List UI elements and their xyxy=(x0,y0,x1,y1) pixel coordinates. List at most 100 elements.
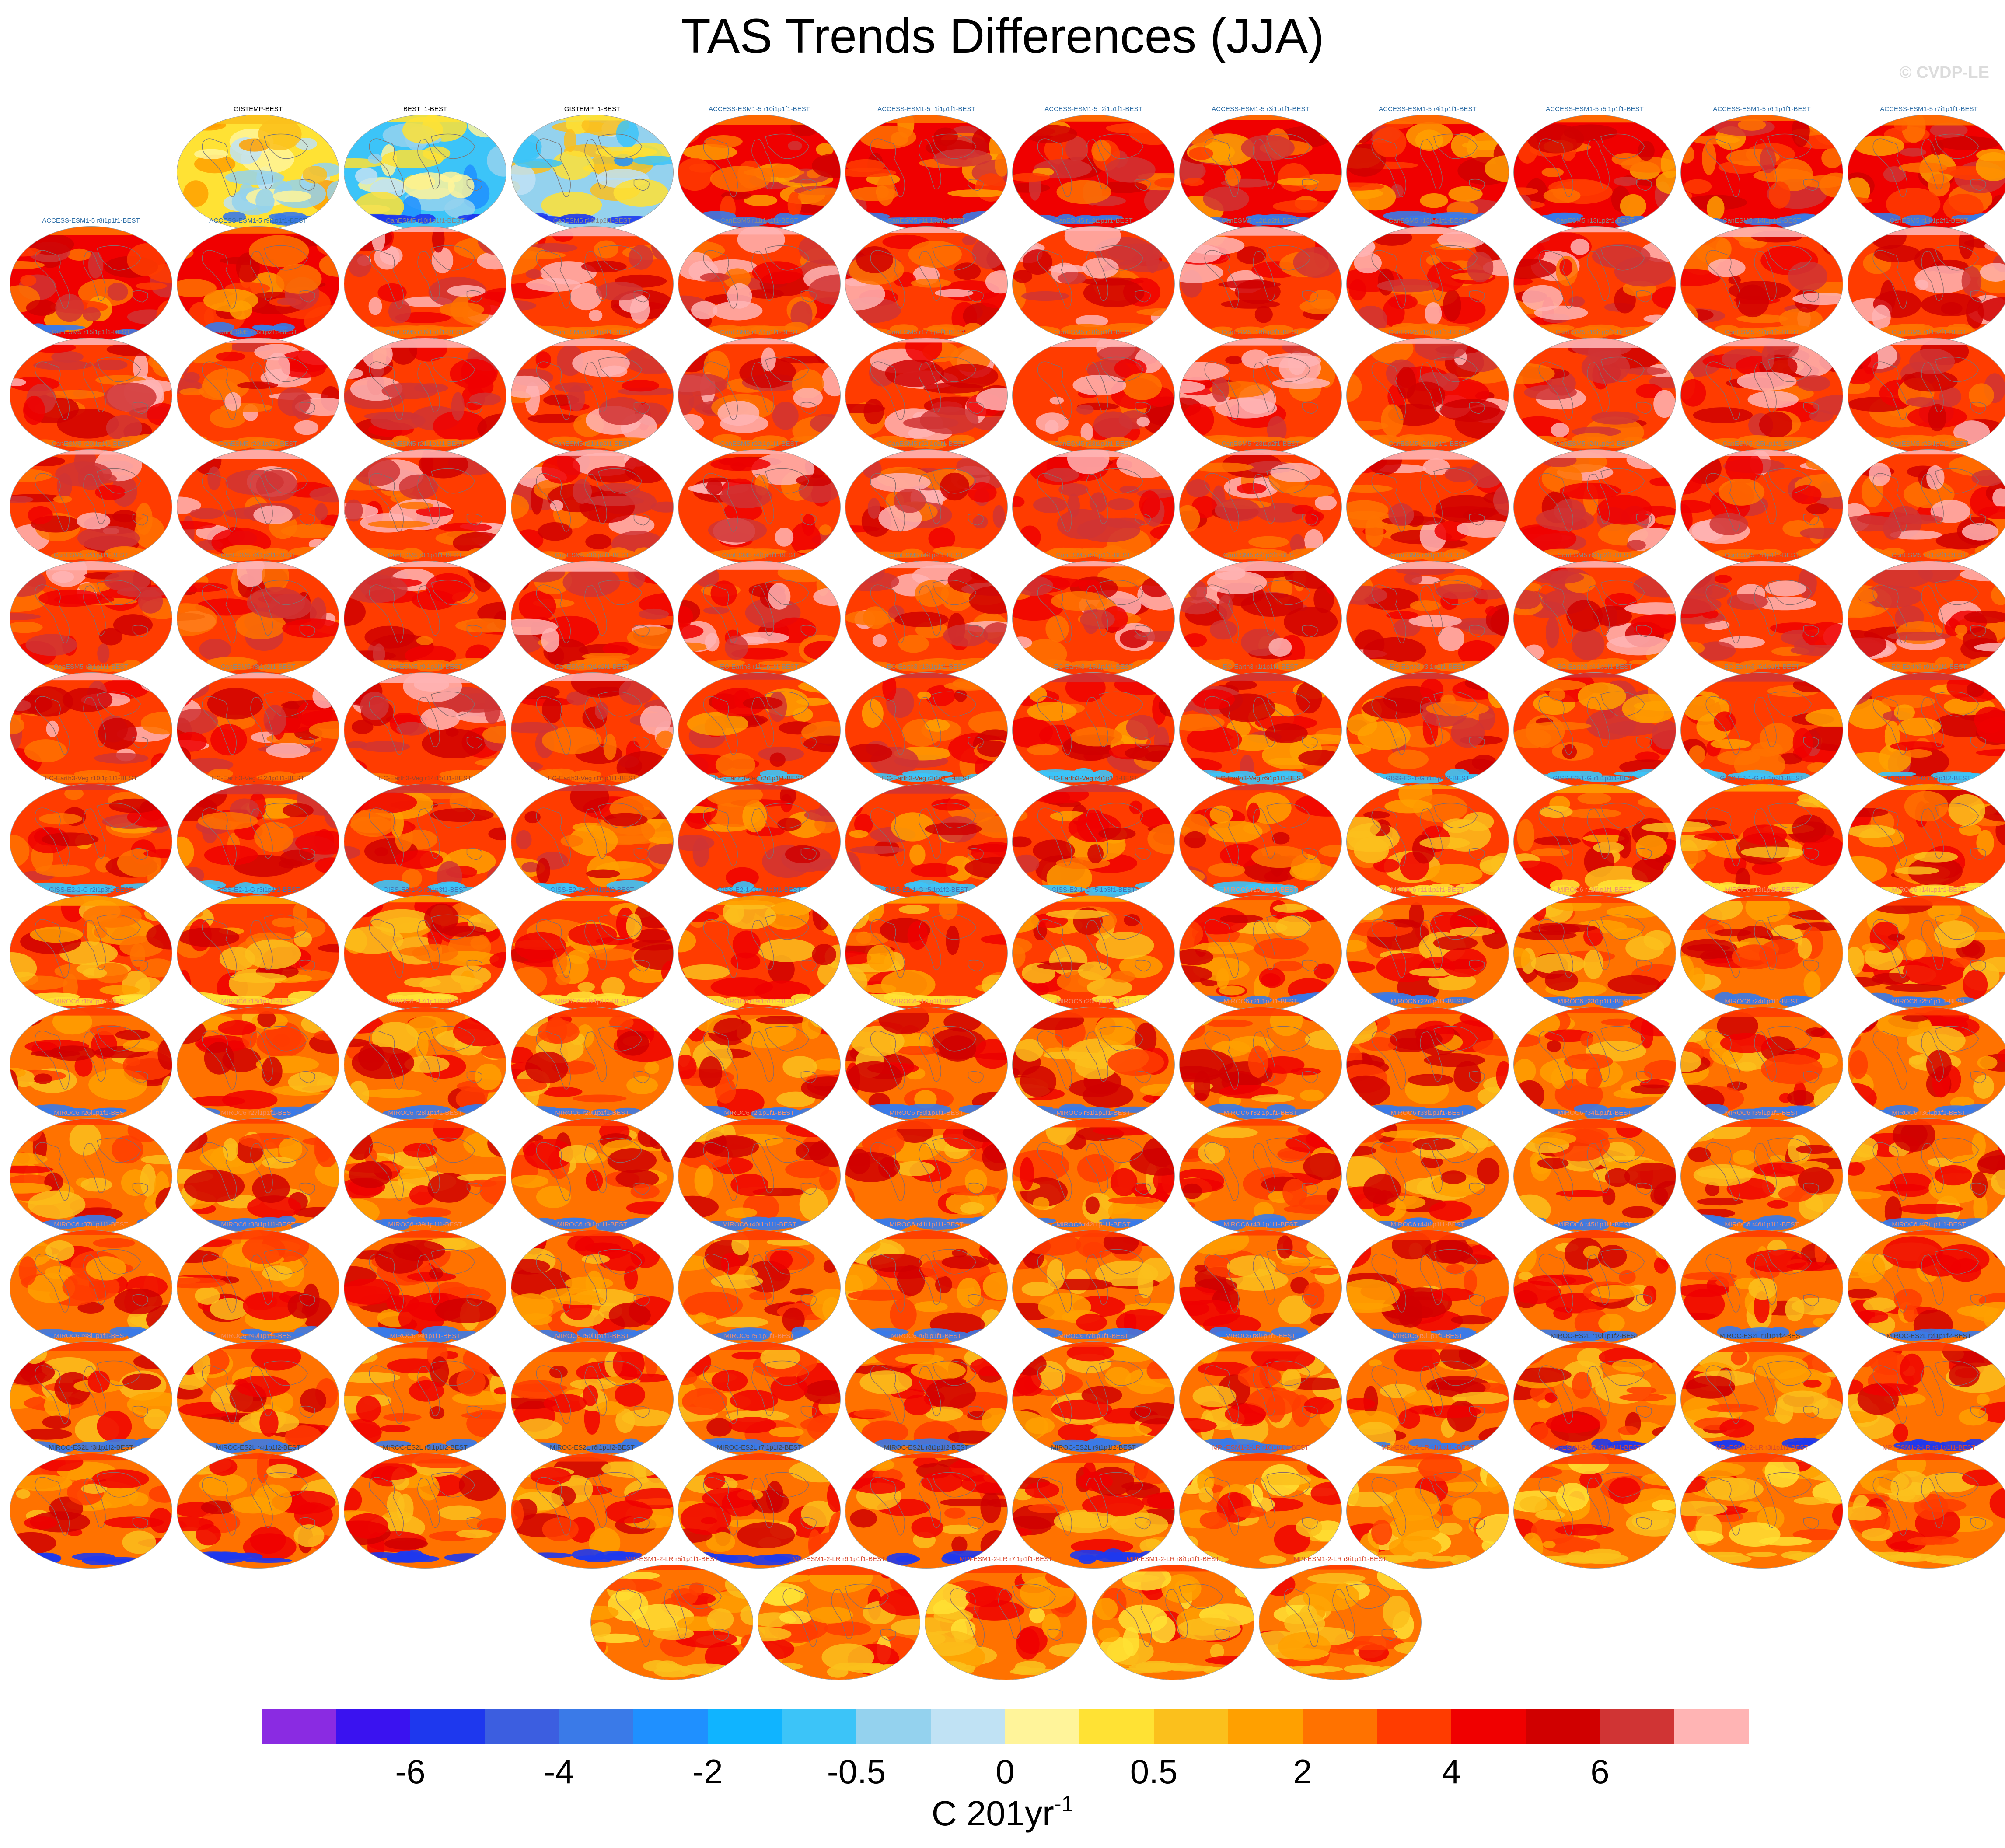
panel-label: MIROC6 r50i1p1f1-BEST xyxy=(555,1332,629,1340)
world-map xyxy=(1012,1007,1175,1122)
panel-label: MIROC6 r15i1p1f1-BEST xyxy=(54,998,128,1005)
world-map xyxy=(511,449,674,565)
world-map xyxy=(1179,1118,1342,1234)
map-panel: CanESM5 r19i1p1f1-BEST xyxy=(1345,328,1511,455)
panel-label: MIROC6 r20i1p1f1-BEST xyxy=(1056,998,1131,1005)
panel-label: MPI-ESM1-2-LR r9i1p1f1-BEST xyxy=(1293,1555,1387,1563)
world-map xyxy=(845,1453,1008,1569)
world-map xyxy=(1513,115,1676,230)
map-panel: CanESM5 r13i1p1f1-BEST xyxy=(1345,217,1511,343)
panel-label: MIROC6 r32i1p1f1-BEST xyxy=(1223,1109,1298,1117)
world-map xyxy=(1513,1453,1676,1569)
panel-label: CanESM5 r20i1p2f1-BEST xyxy=(219,440,297,447)
world-map xyxy=(1848,895,2005,1011)
panel-label: MIROC6 r30i1p1f1-BEST xyxy=(889,1109,964,1117)
world-map xyxy=(1848,1341,2005,1457)
world-map xyxy=(1513,561,1676,676)
map-panel: ACCESS-ESM1-5 r9i1p1f1-BEST xyxy=(175,217,341,343)
map-panel: MIROC6 r8i1p1f1-BEST xyxy=(1177,1332,1344,1459)
map-panel: EC-Earth3 r9i1p1f1-BEST xyxy=(1846,663,2005,790)
map-panel: MIROC-ES2L r7i1p1f2-BEST xyxy=(676,1443,842,1570)
panel-label: CanESM5 r7i1p1f1-BEST xyxy=(1724,552,1799,559)
panel-label: MIROC6 r21i1p1f1-BEST xyxy=(1223,998,1298,1005)
panel-label: GISS-E2-1-G r3i1p1f2-BEST xyxy=(216,886,300,894)
map-panel: CanESM5 r3i1p1f1-BEST xyxy=(342,551,508,678)
world-map xyxy=(678,1453,841,1569)
world-map xyxy=(678,1118,841,1234)
world-map xyxy=(1346,226,1509,342)
panel-label: EC-Earth3-Veg r3i1p1f1-BEST xyxy=(882,775,971,782)
panel-label: CanESM5 r8i1p1f1-BEST xyxy=(53,663,129,671)
world-map xyxy=(845,1007,1008,1122)
world-map xyxy=(10,784,172,899)
panel-label: BEST_1-BEST xyxy=(403,105,447,113)
world-map xyxy=(1848,561,2005,676)
panel-label: MIROC6 r17i1p1f1-BEST xyxy=(388,998,462,1005)
panel-label: CanESM5 r6i1p2f1-BEST xyxy=(1557,552,1632,559)
world-map xyxy=(1179,449,1342,565)
world-map xyxy=(1012,784,1175,899)
panel-label: CanESM5 r10i1p1f1-BEST xyxy=(386,217,465,224)
map-panel: EC-Earth3 r15i1p1f1-BEST xyxy=(1010,663,1177,790)
figure-title: TAS Trends Differences (JJA) xyxy=(681,9,1324,63)
panel-label: CanESM5 r22i1p1f1-BEST xyxy=(720,440,799,447)
world-map xyxy=(1012,1341,1175,1457)
panel-label: ACCESS-ESM1-5 r2i1p1f1-BEST xyxy=(1044,105,1142,113)
world-map xyxy=(1012,1453,1175,1569)
panel-label: MIROC6 r24i1p1f1-BEST xyxy=(1725,998,1799,1005)
map-panel: MIROC6 r49i1p1f1-BEST xyxy=(175,1332,341,1459)
map-panel: MIROC6 r46i1p1f1-BEST xyxy=(1679,1220,1845,1347)
world-map xyxy=(1848,1230,2005,1345)
panel-label: MIROC6 r4i1p1f1-BEST xyxy=(390,1332,461,1340)
map-panel: EC-Earth3-Veg r1i1p1f1-BEST xyxy=(509,774,675,901)
panel-label: ACCESS-ESM1-5 r8i1p1f1-BEST xyxy=(42,217,140,224)
world-map xyxy=(511,1118,674,1234)
panel-label: CanESM5 r12i1p2f1-BEST xyxy=(1221,217,1300,224)
map-panel: MIROC6 r16i1p1f1-BEST xyxy=(175,997,341,1124)
panel-label: CanESM5 r3i1p1f1-BEST xyxy=(388,552,463,559)
world-map xyxy=(678,672,841,788)
map-panel: CanESM5 r20i1p1f1-BEST xyxy=(8,440,174,566)
panel-label: MIROC6 r37i1p1f1-BEST xyxy=(54,1221,128,1228)
map-panel: MPI-ESM1-2-LR r3i1p1f1-BEST xyxy=(1679,1443,1845,1570)
map-panel: GISS-E2-1-G r4i1p1f2-BEST xyxy=(509,886,675,1013)
panel-label: CanESM5 r7i1p2f1-BEST xyxy=(1891,552,1967,559)
panel-label: ACCESS-ESM1-5 r5i1p1f1-BEST xyxy=(1546,105,1644,113)
map-panel: MIROC6 r39i1p1f1-BEST xyxy=(342,1220,508,1347)
panel-label: MIROC-ES2L r8i1p1f2-BEST xyxy=(884,1444,969,1451)
world-map xyxy=(1346,449,1509,565)
map-panel: GISS-E2-1-G r1i1p3f1-BEST xyxy=(1512,774,1678,901)
map-panel: CanESM5 r14i1p2f1-BEST xyxy=(1846,217,2005,343)
world-map xyxy=(511,561,674,676)
map-panel: GISS-E2-1-G r4i1p3f1-BEST xyxy=(676,886,842,1013)
map-panel: ACCESS-ESM1-5 r10i1p1f1-BEST xyxy=(676,105,842,232)
map-panel: GISS-E2-1-G r1i1p5f1-BEST xyxy=(1679,774,1845,901)
panel-label: MIROC6 r14i1p1f1-BEST xyxy=(1892,886,1966,894)
world-map xyxy=(1848,784,2005,899)
world-map xyxy=(1513,895,1676,1011)
panel-label: MIROC6 r12i1p1f1-BEST xyxy=(1558,886,1632,894)
world-map xyxy=(511,784,674,899)
world-map xyxy=(1012,1230,1175,1345)
map-panel: CanESM5 r18i1p1f1-BEST xyxy=(1010,328,1177,455)
colorbar-swatch xyxy=(931,1709,1005,1744)
map-panel: CanESM5 r23i1p1f1-BEST xyxy=(1010,440,1177,566)
world-map xyxy=(511,672,674,788)
world-map xyxy=(1259,1565,1422,1680)
world-map xyxy=(344,1230,506,1345)
world-map xyxy=(344,226,506,342)
world-map xyxy=(1513,338,1676,453)
world-map xyxy=(1680,561,1843,676)
panel-label: CanESM5 r24i1p1f1-BEST xyxy=(1388,440,1467,447)
panel-label: MIROC6 r6i1p1f1-BEST xyxy=(891,1332,962,1340)
map-panel: ACCESS-ESM1-5 r5i1p1f1-BEST xyxy=(1512,105,1678,232)
map-panel: CanESM5 r1i1p1f1-BEST xyxy=(1679,328,1845,455)
panel-label: MIROC6 r36i1p1f1-BEST xyxy=(1892,1109,1966,1117)
panel-label: CanESM5 r25i1p2f1-BEST xyxy=(1890,440,1968,447)
map-panel: EC-Earth3 r6i1p1f1-BEST xyxy=(1679,663,1845,790)
map-panel: MIROC6 r1i1p1f1-BEST xyxy=(843,997,1009,1124)
panel-label: GISS-E2-1-G r4i1p3f1-BEST xyxy=(717,886,801,894)
map-panel: CanESM5 r7i1p2f1-BEST xyxy=(1846,551,2005,678)
colorbar-tick-label: 2 xyxy=(1293,1752,1312,1791)
colorbar-swatch xyxy=(410,1709,485,1744)
